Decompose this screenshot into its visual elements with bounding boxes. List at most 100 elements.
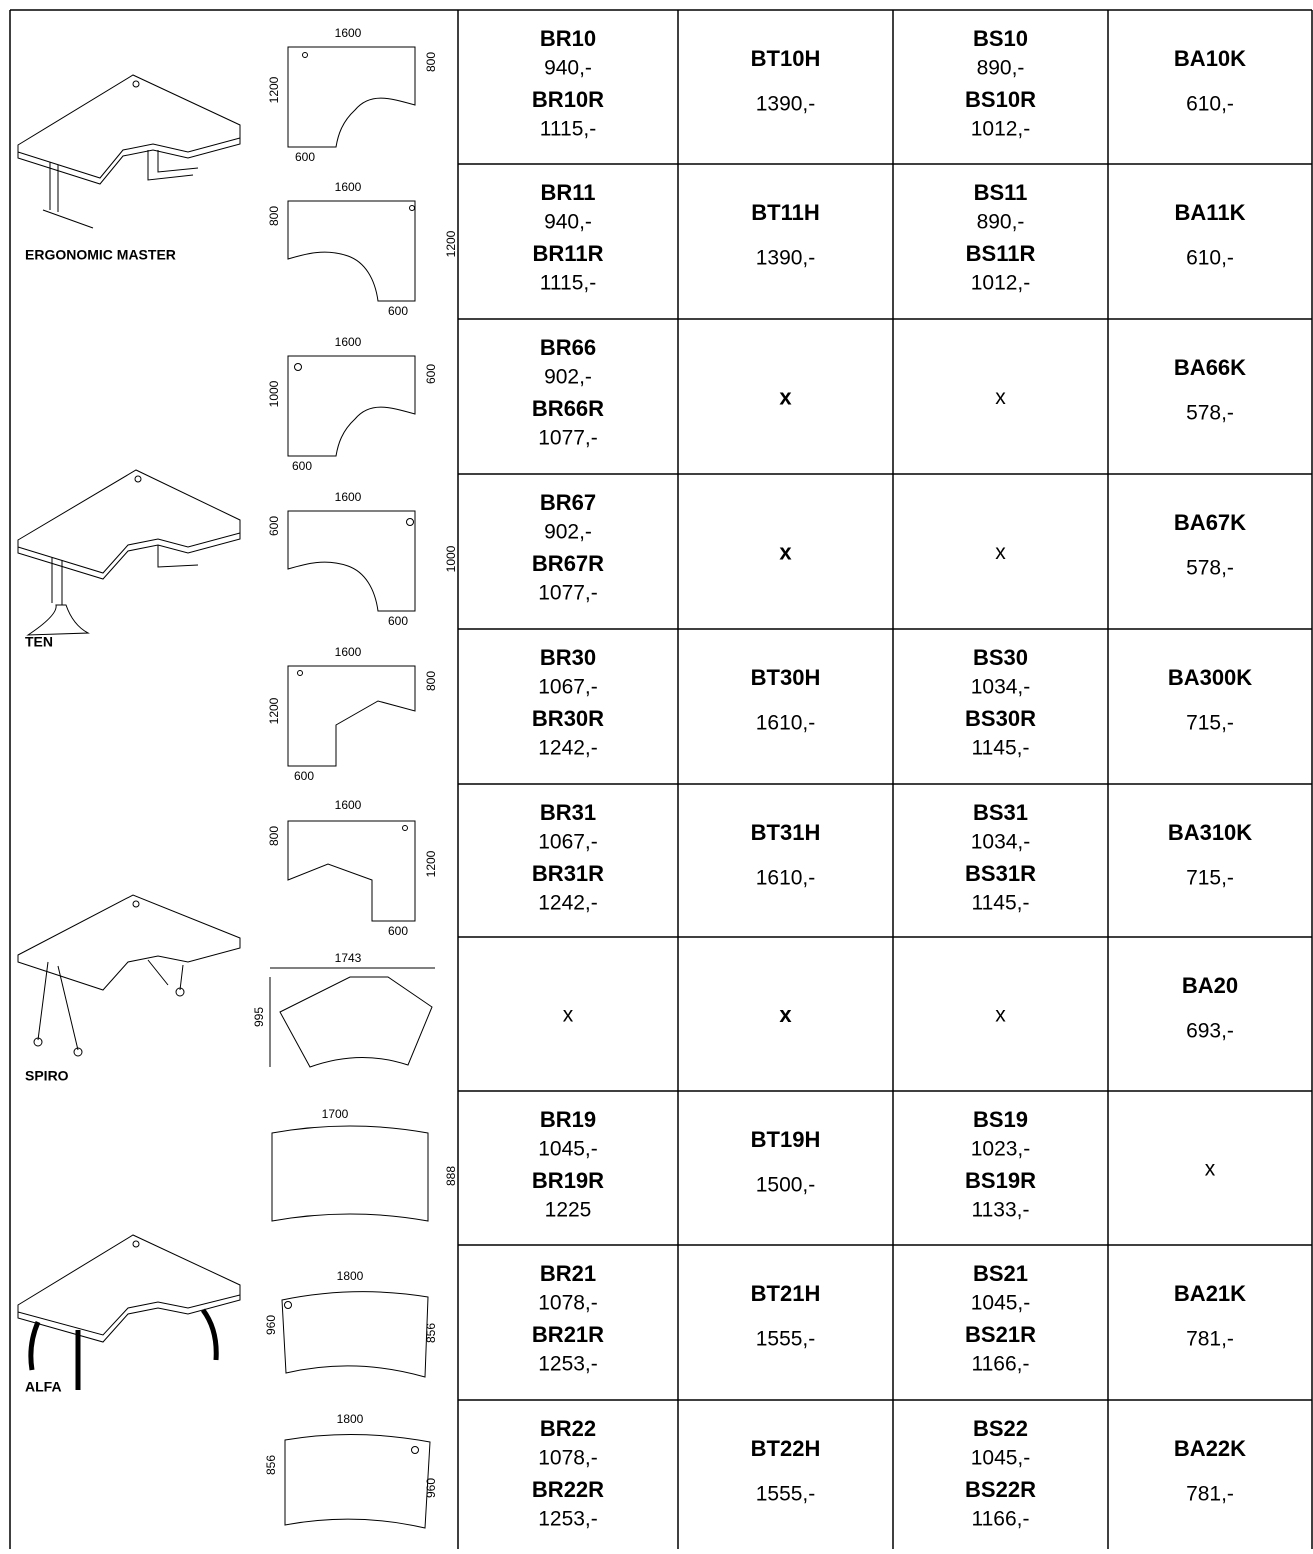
product-code: BS11R xyxy=(966,241,1036,266)
product-code: BS30R xyxy=(965,706,1036,731)
product-code: BA10K xyxy=(1174,46,1246,71)
price: 1610,- xyxy=(756,867,816,890)
product-code: BT19H xyxy=(751,1127,821,1152)
price: 1077,- xyxy=(538,582,598,605)
dimension-label: 800 xyxy=(424,52,438,72)
product-code: BA67K xyxy=(1174,510,1246,535)
product-code: BR30R xyxy=(532,706,604,731)
price: 610,- xyxy=(1186,93,1234,116)
price: 1555,- xyxy=(756,1328,816,1351)
dimension-label: 1700 xyxy=(322,1107,349,1121)
price: 1034,- xyxy=(971,676,1031,699)
dimension-label: 1600 xyxy=(335,798,362,812)
product-code: x xyxy=(779,1002,792,1027)
product-code: BS19 xyxy=(973,1107,1028,1132)
price: 1045,- xyxy=(971,1447,1031,1470)
dimension-label: 800 xyxy=(424,671,438,691)
desk-diagram: 1600 800 1200 600 xyxy=(267,798,438,938)
product-name: TEN xyxy=(25,634,53,650)
cable-hole xyxy=(402,825,408,831)
price: 715,- xyxy=(1186,712,1234,735)
product-code: BA11K xyxy=(1175,200,1246,225)
cable-hole xyxy=(297,670,303,676)
dimension-label: 1200 xyxy=(267,76,281,103)
price: 1077,- xyxy=(538,427,598,450)
product-code: x xyxy=(779,539,792,564)
product-code: BA20 xyxy=(1182,973,1238,998)
price: 1115,- xyxy=(540,118,596,141)
price: 693,- xyxy=(1186,1020,1234,1043)
price: 1145,- xyxy=(972,737,1030,760)
dimension-label: 1200 xyxy=(267,697,281,724)
product-code: BS21 xyxy=(973,1261,1028,1286)
price: 940,- xyxy=(544,57,592,80)
product-code: BR31R xyxy=(532,861,604,886)
price: 902,- xyxy=(544,366,592,389)
dimension-label: 1600 xyxy=(335,490,362,504)
price: 1145,- xyxy=(972,892,1030,915)
product-code: BS31R xyxy=(965,861,1036,886)
desk-outline xyxy=(287,510,416,612)
price: 1242,- xyxy=(538,737,598,760)
desk-diagram: 1743 995 xyxy=(252,951,435,1068)
product-code: BR11 xyxy=(540,180,595,205)
price: x xyxy=(995,1004,1006,1027)
price: 1390,- xyxy=(756,247,816,270)
product-code: BR67R xyxy=(532,551,604,576)
desk-diagram: 1600 1200 800 600 xyxy=(267,26,438,164)
product-code: BR11R xyxy=(533,241,604,266)
price: 1610,- xyxy=(756,712,816,735)
dimension-label: 600 xyxy=(424,364,438,384)
dimension-label: 856 xyxy=(264,1455,278,1475)
dimension-label: 600 xyxy=(294,769,314,783)
product-code: BR67 xyxy=(540,490,596,515)
product-code: BR21R xyxy=(532,1322,604,1347)
price: 1253,- xyxy=(538,1353,598,1376)
price: 610,- xyxy=(1186,247,1234,270)
desk-outline xyxy=(281,1291,429,1378)
cable-hole xyxy=(284,1301,292,1309)
desk-diagram: 1800 856 960 xyxy=(264,1412,438,1529)
product-code: BT11H xyxy=(751,200,819,225)
dimension-label: 960 xyxy=(424,1478,438,1498)
price: 1225 xyxy=(545,1199,592,1222)
desk-outline xyxy=(287,665,416,767)
price: 1115,- xyxy=(540,272,596,295)
product-code: BR10R xyxy=(532,87,604,112)
price: x xyxy=(1205,1158,1216,1181)
product-code: BA310K xyxy=(1168,820,1252,845)
dimension-label: 995 xyxy=(252,1007,266,1027)
product-code: BR21 xyxy=(540,1261,596,1286)
dimension-label: 600 xyxy=(388,304,408,318)
price: 1166,- xyxy=(972,1508,1030,1531)
dimension-label: 856 xyxy=(424,1323,438,1343)
product-code: BR30 xyxy=(540,645,596,670)
price: 1133,- xyxy=(972,1199,1030,1222)
desk-outline xyxy=(287,200,416,302)
desk-diagram: 1800 960 856 xyxy=(264,1269,438,1378)
product-code: BT30H xyxy=(751,665,821,690)
price: x xyxy=(995,541,1006,564)
price: 715,- xyxy=(1186,867,1234,890)
price: 578,- xyxy=(1186,557,1234,580)
product-code: BA22K xyxy=(1174,1436,1246,1461)
price: 1045,- xyxy=(971,1292,1031,1315)
desk-outline xyxy=(287,46,416,148)
product-code: BR66 xyxy=(540,335,596,360)
dimension-label: 600 xyxy=(388,614,408,628)
cable-hole xyxy=(406,518,414,526)
desk-outline xyxy=(271,1125,429,1222)
product-code: BT21H xyxy=(751,1281,821,1306)
price: 1500,- xyxy=(756,1174,816,1197)
dimension-label: 600 xyxy=(388,924,408,938)
price: 1242,- xyxy=(538,892,598,915)
price: 1067,- xyxy=(538,831,598,854)
desk-diagram: 1600 1200 800 600 xyxy=(267,645,438,783)
price: 781,- xyxy=(1186,1483,1234,1506)
desk-diagram: 1600 800 1200 600 xyxy=(267,180,458,318)
product-code: BR22 xyxy=(540,1416,596,1441)
desk-illustration xyxy=(17,74,241,1390)
cable-hole xyxy=(302,52,308,58)
price: x xyxy=(563,1004,574,1027)
price: 890,- xyxy=(977,57,1025,80)
